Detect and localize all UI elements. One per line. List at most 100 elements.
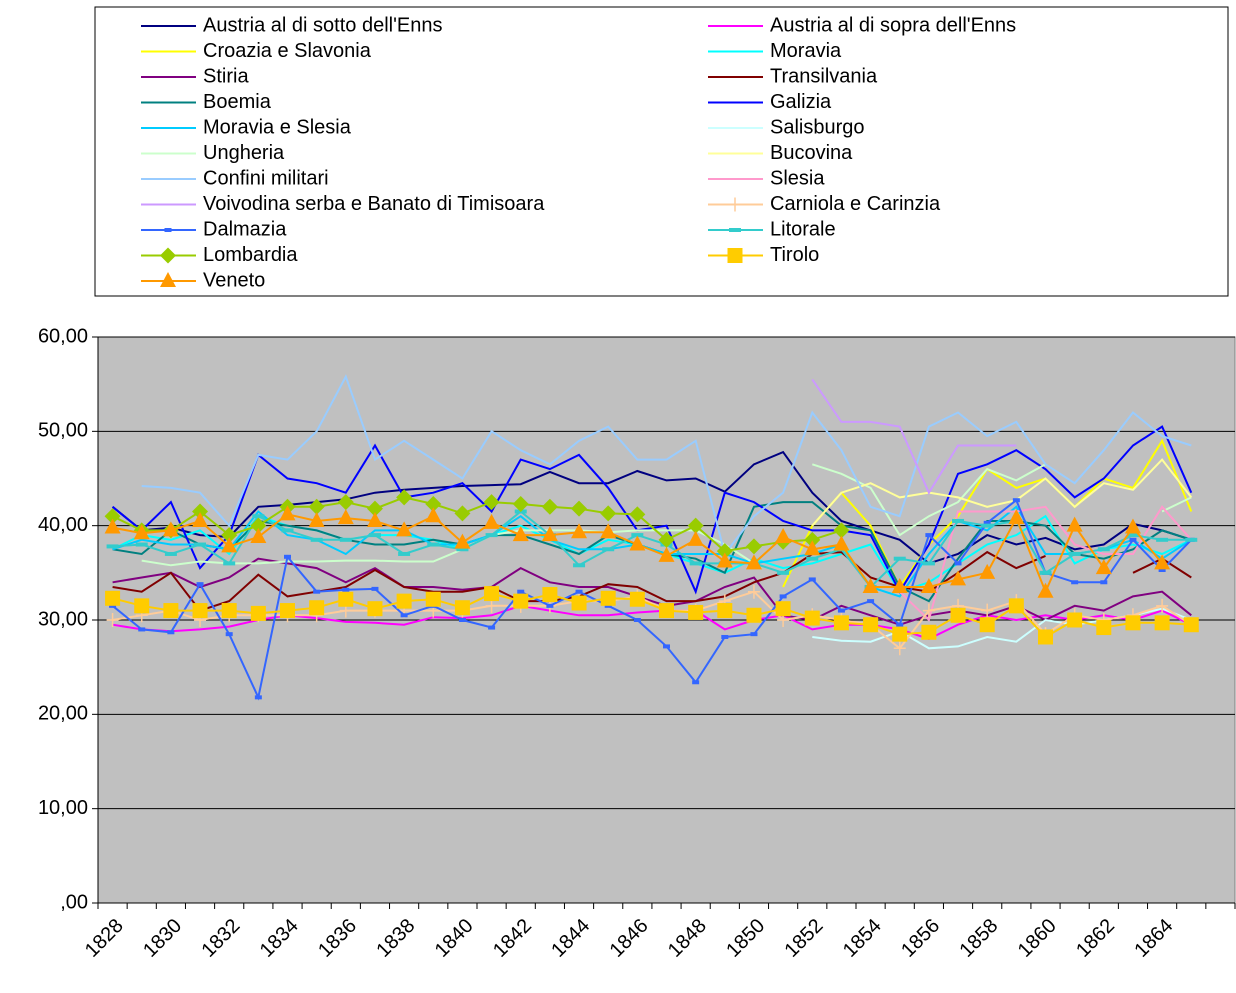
marker: [542, 587, 558, 603]
marker: [750, 632, 758, 637]
marker: [284, 554, 291, 559]
marker: [837, 608, 845, 613]
marker: [893, 641, 906, 656]
marker: [164, 228, 172, 232]
marker: [250, 517, 267, 534]
marker: [109, 603, 117, 608]
marker: [483, 513, 500, 529]
marker: [279, 505, 296, 521]
marker: [425, 591, 441, 607]
marker: [313, 589, 321, 594]
marker: [804, 610, 820, 626]
marker: [541, 498, 558, 515]
y-tick-label: 20,00: [38, 703, 88, 725]
legend-label: Austria al di sopra dell'Enns: [770, 14, 1016, 36]
marker: [721, 634, 729, 639]
marker: [160, 247, 176, 264]
marker: [659, 603, 674, 619]
marker: [688, 604, 704, 620]
marker: [254, 695, 262, 700]
series-line: [811, 458, 1193, 527]
marker: [546, 603, 554, 608]
legend-label: Litorale: [770, 218, 836, 240]
marker: [396, 593, 412, 609]
legend-marker: [160, 272, 176, 287]
marker: [1154, 615, 1170, 631]
marker: [512, 495, 529, 512]
marker: [863, 617, 879, 633]
marker: [133, 524, 150, 540]
marker: [892, 626, 908, 642]
marker: [687, 517, 704, 534]
legend-label: Veneto: [203, 269, 265, 291]
legend-marker: [727, 248, 743, 263]
marker: [458, 618, 466, 622]
marker: [105, 590, 121, 606]
x-tick-label: 1858: [955, 915, 1002, 962]
marker: [1124, 518, 1141, 534]
legend-box: [94, 6, 1229, 297]
marker: [454, 600, 470, 616]
marker: [745, 554, 762, 570]
marker: [575, 589, 583, 594]
legend-label: Bucovina: [770, 142, 853, 164]
marker: [138, 627, 146, 632]
marker: [400, 613, 408, 618]
marker: [512, 526, 529, 542]
marker: [629, 591, 645, 607]
marker: [1095, 559, 1112, 575]
marker: [396, 521, 413, 537]
marker: [687, 530, 704, 546]
marker: [396, 489, 413, 506]
marker: [717, 603, 733, 619]
marker: [338, 591, 354, 607]
marker: [950, 607, 966, 623]
legend-label: Salisburgo: [770, 116, 865, 138]
marker: [862, 577, 879, 593]
marker: [775, 601, 791, 617]
marker: [922, 603, 935, 618]
legend-label: Carniola e Carinzia: [770, 193, 941, 215]
marker: [192, 503, 209, 520]
marker: [192, 603, 208, 619]
marker: [658, 531, 675, 548]
marker: [367, 601, 383, 617]
series-line: [111, 498, 1193, 701]
marker: [891, 577, 908, 593]
marker: [221, 603, 237, 619]
marker: [629, 506, 646, 523]
marker: [196, 582, 204, 587]
marker: [804, 540, 821, 556]
legend-label: Voivodina serba e Banato di Timisoara: [203, 193, 545, 215]
marker: [1100, 580, 1108, 585]
marker: [604, 603, 612, 608]
x-tick-label: 1852: [781, 915, 828, 962]
marker: [1038, 629, 1053, 645]
marker: [488, 625, 496, 630]
marker: [225, 632, 233, 637]
marker: [658, 546, 675, 562]
marker: [167, 630, 175, 635]
legend-marker: [160, 247, 176, 264]
marker: [104, 508, 121, 525]
marker: [833, 535, 850, 551]
series-line: [141, 463, 1192, 567]
marker: [192, 511, 209, 527]
marker: [308, 498, 325, 515]
marker: [1037, 582, 1054, 598]
legend-marker: [164, 228, 172, 232]
marker: [925, 533, 933, 538]
marker: [250, 527, 267, 543]
x-tick-label: 1836: [314, 915, 361, 962]
marker: [517, 589, 525, 594]
marker: [896, 622, 904, 627]
marker: [600, 590, 616, 606]
x-tick-label: 1844: [547, 915, 594, 962]
marker: [808, 577, 816, 582]
series-line: [141, 374, 1192, 557]
x-tick-label: 1846: [606, 915, 653, 962]
marker: [541, 526, 558, 542]
marker: [954, 561, 962, 566]
x-tick-label: 1832: [197, 915, 244, 962]
